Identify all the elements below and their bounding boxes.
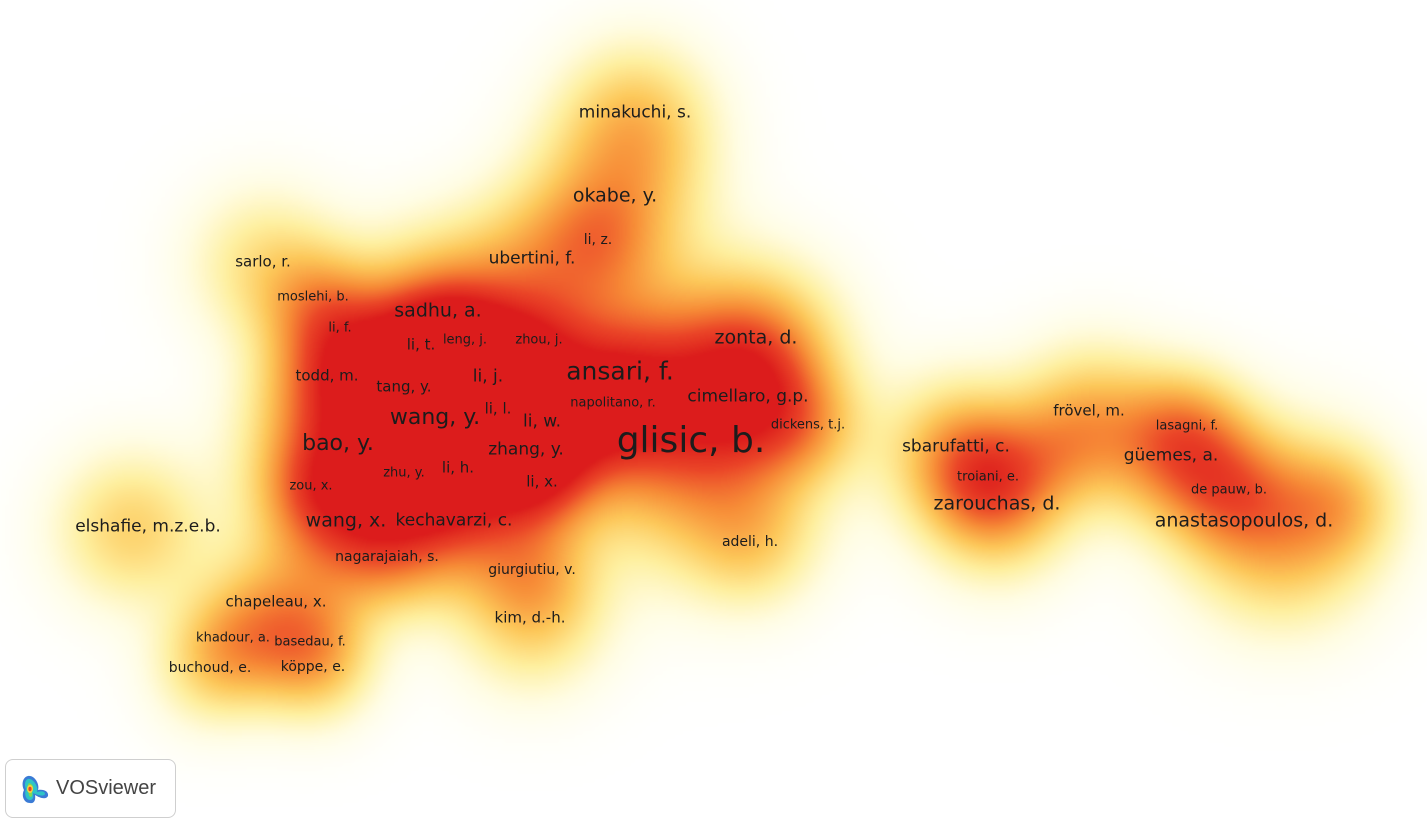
author-label[interactable]: wang, y. — [389, 405, 481, 430]
vosviewer-logo: VOSviewer — [5, 759, 176, 818]
vosviewer-logo-icon — [22, 775, 49, 803]
author-label[interactable]: li, f. — [328, 320, 352, 336]
author-label[interactable]: bao, y. — [302, 431, 374, 456]
author-label[interactable]: zhu, y. — [383, 465, 425, 481]
author-label[interactable]: li, x. — [526, 472, 558, 491]
author-label[interactable]: napolitano, r. — [570, 395, 656, 411]
author-label[interactable]: frövel, m. — [1053, 401, 1125, 420]
author-label[interactable]: li, z. — [583, 232, 613, 248]
author-label[interactable]: lasagni, f. — [1155, 418, 1219, 434]
author-label[interactable]: buchoud, e. — [168, 660, 252, 676]
author-label[interactable]: sarlo, r. — [235, 252, 291, 271]
author-label[interactable]: moslehi, b. — [277, 289, 349, 305]
author-label[interactable]: li, t. — [406, 335, 436, 354]
author-label[interactable]: wang, x. — [305, 509, 387, 532]
author-label[interactable]: tang, y. — [376, 377, 432, 396]
author-label[interactable]: adeli, h. — [721, 534, 779, 550]
author-label[interactable]: li, l. — [484, 399, 512, 418]
author-label[interactable]: minakuchi, s. — [578, 102, 692, 123]
author-label[interactable]: todd, m. — [295, 366, 359, 385]
author-label[interactable]: li, w. — [522, 411, 562, 432]
author-label[interactable]: leng, j. — [442, 332, 488, 348]
author-label[interactable]: köppe, e. — [280, 659, 346, 675]
author-label[interactable]: troiani, e. — [957, 469, 1019, 485]
author-label[interactable]: nagarajaiah, s. — [335, 549, 439, 565]
author-label[interactable]: glisic, b. — [616, 420, 766, 461]
author-label[interactable]: giurgiutiu, v. — [488, 562, 576, 578]
author-label[interactable]: zhang, y. — [488, 439, 564, 460]
author-label[interactable]: okabe, y. — [572, 184, 658, 207]
author-label[interactable]: khadour, a. — [196, 630, 270, 646]
vosviewer-logo-text: VOSviewer — [56, 777, 157, 799]
author-label[interactable]: cimellaro, g.p. — [687, 386, 809, 407]
author-label[interactable]: zou, x. — [289, 478, 333, 494]
author-label[interactable]: zarouchas, d. — [933, 492, 1061, 515]
author-label[interactable]: li, h. — [441, 458, 475, 477]
author-label[interactable]: ubertini, f. — [488, 248, 576, 269]
author-label[interactable]: kim, d.-h. — [494, 608, 566, 627]
author-label[interactable]: elshafie, m.z.e.b. — [75, 516, 221, 537]
author-label[interactable]: anastasopoulos, d. — [1154, 509, 1334, 532]
author-label[interactable]: dickens, t.j. — [770, 417, 846, 433]
author-label[interactable]: de pauw, b. — [1190, 482, 1268, 498]
author-label[interactable]: basedau, f. — [274, 634, 346, 650]
author-label[interactable]: zonta, d. — [714, 326, 798, 349]
author-label[interactable]: li, j. — [472, 366, 504, 387]
author-label[interactable]: sbarufatti, c. — [902, 436, 1010, 457]
author-label[interactable]: sadhu, a. — [394, 299, 482, 322]
author-label[interactable]: chapeleau, x. — [225, 592, 327, 611]
author-label[interactable]: ansari, f. — [566, 356, 674, 386]
author-label[interactable]: güemes, a. — [1123, 445, 1219, 466]
author-label[interactable]: zhou, j. — [515, 332, 563, 348]
author-label[interactable]: kechavarzi, c. — [395, 510, 513, 531]
